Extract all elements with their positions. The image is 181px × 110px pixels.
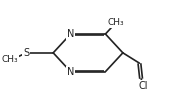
Text: CH₃: CH₃: [1, 55, 18, 64]
Text: N: N: [67, 67, 74, 77]
Text: S: S: [23, 48, 29, 58]
Text: Cl: Cl: [139, 81, 148, 91]
Text: CH₃: CH₃: [107, 18, 124, 27]
Text: N: N: [67, 29, 74, 39]
